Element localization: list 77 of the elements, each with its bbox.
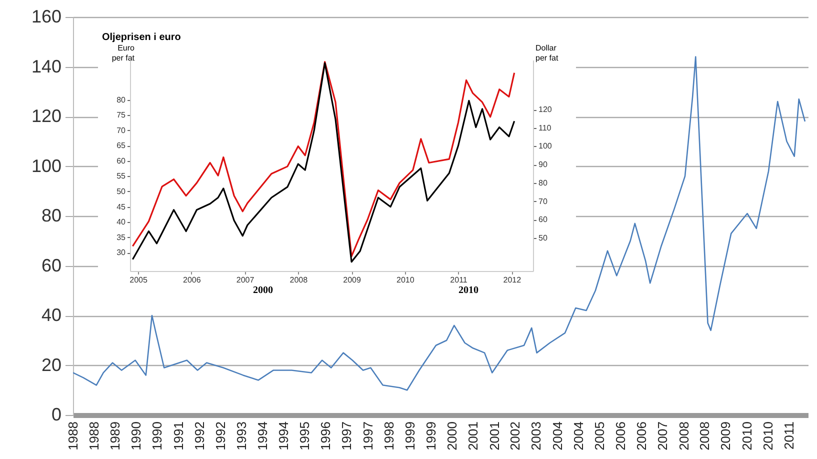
x-tick-label: 2005 [592, 422, 607, 450]
y2-tick-label: 100 [538, 142, 552, 151]
x-tick-label: 2006 [182, 276, 202, 284]
y-tick-label: 70 [116, 126, 126, 135]
x-tick-label: 1998 [381, 422, 396, 450]
y-tick-label: 120 [31, 106, 62, 126]
x-tick-label: 2008 [697, 422, 712, 450]
y-tick-label: 30 [116, 248, 126, 258]
y2-axis-title: Dollar per fat [536, 44, 559, 62]
annotation: 2000 [252, 285, 273, 296]
y2-tick-label: 80 [538, 178, 548, 188]
chart-title: Oljeprisen i euro [102, 32, 181, 43]
y-tick-label: 35 [116, 232, 126, 242]
y-tick-label: 55 [116, 172, 126, 181]
x-tick-label: 2010 [760, 422, 776, 450]
y2-tick-label: 90 [538, 160, 548, 170]
x-tick-label: 1991 [170, 422, 186, 450]
x-tick-label: 2007 [655, 422, 670, 450]
y-tick-label: 75 [116, 110, 126, 120]
x-tick-label: 2002 [508, 422, 523, 450]
y-tick-label: 40 [116, 218, 126, 227]
y-tick-label: 60 [41, 255, 62, 276]
x-tick-label: 2005 [130, 276, 148, 284]
y2-tick-label: 70 [538, 196, 548, 206]
x-tick-label: 1999 [424, 422, 439, 450]
y-tick-label: 40 [41, 305, 62, 325]
x-tick-label: 2012 [503, 276, 522, 284]
y-tick-label: 80 [116, 95, 126, 104]
annotation: 2010 [458, 285, 479, 296]
x-tick-label: 2009 [718, 422, 734, 450]
x-tick-label: 2001 [466, 422, 480, 450]
y-tick-label: 60 [116, 156, 126, 166]
x-tick-label: 2000 [444, 422, 460, 450]
x-tick-label: 1993 [234, 422, 250, 450]
x-tick-label: 1999 [402, 422, 418, 450]
x-tick-label: 2010 [396, 276, 415, 284]
x-tick-label: 2004 [550, 422, 565, 450]
x-tick-label: 1997 [339, 422, 354, 450]
x-tick-label: 2011 [450, 276, 468, 284]
x-tick-label: 2004 [570, 422, 586, 450]
x-tick-label: 1994 [276, 422, 291, 450]
x-tick-label: 1994 [255, 422, 270, 450]
y-tick-label: 80 [41, 206, 62, 226]
x-tick-label: 2011 [781, 422, 796, 450]
x-tick-label: 1988 [86, 422, 102, 450]
x-tick-label: 1997 [360, 422, 376, 450]
y-tick-label: 45 [116, 202, 126, 212]
x-tick-label: 2009 [343, 276, 362, 284]
y-tick-label: 50 [116, 186, 126, 196]
x-tick-label: 2003 [528, 422, 544, 450]
x-tick-label: 2010 [739, 422, 754, 450]
y-tick-label: 100 [31, 156, 62, 176]
x-tick-label: 1995 [297, 422, 312, 450]
y-tick-label: 0 [51, 404, 62, 424]
line-series [73, 56, 806, 391]
y-axis-title: Euro per fat [112, 44, 136, 62]
x-tick-label: 2006 [613, 422, 628, 450]
x-tick-label: 2007 [236, 276, 255, 284]
x-tick-label: 2006 [634, 422, 650, 450]
x-tick-label: 2008 [290, 276, 308, 284]
y-tick-label: 65 [116, 141, 126, 150]
x-tick-label: 1988 [66, 422, 80, 450]
y2-tick-label: 120 [538, 105, 552, 114]
x-tick-label: 1996 [318, 422, 334, 450]
x-tick-label: 2008 [676, 422, 692, 450]
x-tick-label: 1992 [212, 422, 228, 450]
y2-tick-label: 50 [538, 233, 548, 242]
y-tick-label: 20 [41, 354, 62, 375]
y-tick-label: 160 [31, 6, 62, 26]
x-tick-label: 2001 [486, 422, 502, 450]
x-tick-label: 1990 [128, 422, 144, 450]
y-tick-label: 140 [31, 56, 62, 76]
x-tick-label: 1992 [192, 422, 207, 450]
y2-tick-label: 110 [538, 123, 552, 132]
x-tick-label: 1989 [108, 422, 123, 450]
x-tick-label: 1990 [150, 422, 165, 450]
y2-tick-label: 60 [538, 215, 548, 224]
